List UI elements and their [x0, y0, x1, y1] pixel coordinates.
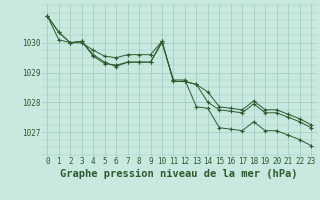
X-axis label: Graphe pression niveau de la mer (hPa): Graphe pression niveau de la mer (hPa) — [60, 169, 298, 179]
